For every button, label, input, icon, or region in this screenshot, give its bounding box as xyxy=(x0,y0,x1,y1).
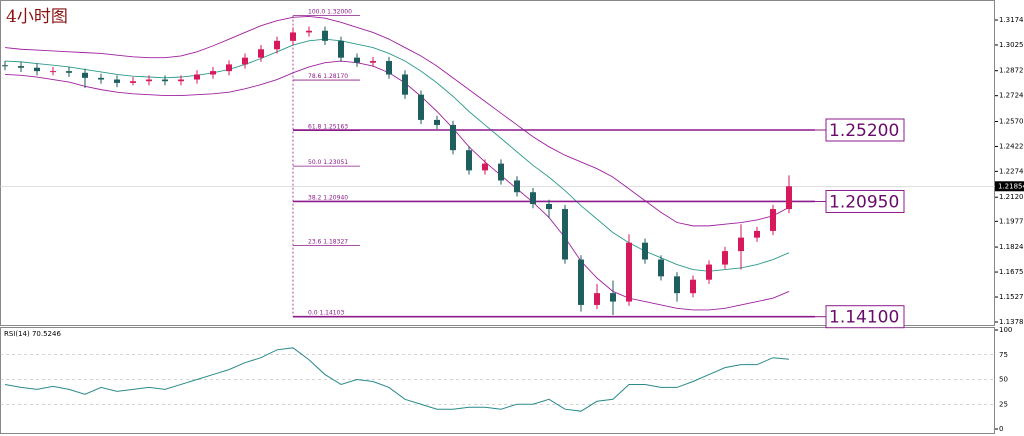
candle-body xyxy=(338,40,344,58)
level-label: 1.20950 xyxy=(829,192,899,212)
candle-body xyxy=(178,79,184,82)
candle-body xyxy=(690,279,696,294)
candle-body xyxy=(562,209,568,260)
candle-body xyxy=(514,180,520,193)
candle-body xyxy=(258,49,264,58)
y-tick-label: 1.18240 xyxy=(999,243,1024,251)
y-tick-label: 1.15270 xyxy=(999,293,1024,301)
y-tick-label: 1.19770 xyxy=(999,217,1024,225)
candle-body xyxy=(642,242,648,260)
candle-body xyxy=(114,79,120,83)
candle-body xyxy=(370,61,376,63)
fib-label: 0.0 1.14103 xyxy=(308,310,344,317)
candle-body xyxy=(322,30,328,41)
candle-body xyxy=(82,72,88,78)
candle-body xyxy=(386,61,392,75)
y-tick-label: 1.24220 xyxy=(999,142,1024,150)
rsi-frame xyxy=(0,327,995,434)
candle-body xyxy=(162,79,168,82)
candle-body xyxy=(242,57,248,65)
y-tick-label: 1.30255 xyxy=(999,41,1024,49)
candle-body xyxy=(482,163,488,171)
candle-body xyxy=(2,65,8,67)
fib-label: 100.0 1.32000 xyxy=(308,9,352,16)
y-tick-label: 1.28725 xyxy=(999,67,1024,75)
y-tick-label: 1.25705 xyxy=(999,118,1024,126)
y-tick-label: 25 xyxy=(999,400,1008,408)
fib-label: 50.0 1.23051 xyxy=(308,159,348,166)
band-line xyxy=(4,60,790,311)
candle-body xyxy=(434,119,440,125)
level-box xyxy=(825,118,905,142)
candle-body xyxy=(34,67,40,72)
candle-body xyxy=(674,276,680,294)
band-line xyxy=(4,16,790,227)
y-tick-label: 1.27240 xyxy=(999,92,1024,100)
candle-body xyxy=(50,71,56,73)
candle-body xyxy=(786,186,792,210)
candle-body xyxy=(226,64,232,72)
fib-label: 38.2 1.20940 xyxy=(308,195,348,202)
level-box xyxy=(825,189,905,213)
candle-body xyxy=(578,259,584,305)
candle-body xyxy=(722,251,728,265)
fib-label: 61.8 1.25163 xyxy=(308,124,348,131)
candle-body xyxy=(658,259,664,277)
candle-body xyxy=(450,124,456,151)
y-tick-label: 1.21205 xyxy=(999,193,1024,201)
candle-body xyxy=(290,32,296,41)
y-tick-label: 1.13785 xyxy=(999,318,1024,326)
candle-body xyxy=(706,264,712,280)
level-box xyxy=(825,305,905,329)
fib-label: 23.6 1.18327 xyxy=(308,239,348,246)
y-tick-label: 50 xyxy=(999,376,1008,384)
candle-body xyxy=(466,150,472,171)
y-tick-label: 1.16755 xyxy=(999,268,1024,276)
candle-body xyxy=(210,71,216,75)
band-line xyxy=(4,38,790,272)
fib-label: 78.6 1.28170 xyxy=(308,73,348,80)
chart-title: 4小时图 xyxy=(6,7,68,27)
candle-body xyxy=(98,77,104,80)
level-label: 1.25200 xyxy=(829,121,899,141)
candle-body xyxy=(18,66,24,68)
candle-body xyxy=(418,94,424,120)
candle-body xyxy=(66,71,72,73)
candle-body xyxy=(306,30,312,33)
candle-body xyxy=(754,230,760,238)
candle-body xyxy=(146,79,152,82)
current-price-label: 1.21854 xyxy=(998,182,1024,190)
y-tick-label: 1.22740 xyxy=(999,167,1024,175)
level-label: 1.14100 xyxy=(829,308,899,328)
candle-body xyxy=(738,237,744,252)
candle-body xyxy=(354,57,360,63)
candle-body xyxy=(626,242,632,302)
candle-body xyxy=(498,163,504,181)
candle-body xyxy=(770,209,776,231)
y-tick-label: 0 xyxy=(999,425,1003,433)
rsi-title: RSI(14) 70.5246 xyxy=(4,330,61,338)
candle-body xyxy=(546,204,552,210)
rsi-line xyxy=(4,347,790,412)
candle-body xyxy=(594,293,600,305)
candle-body xyxy=(194,74,200,80)
candle-body xyxy=(610,293,616,302)
main-frame xyxy=(0,0,995,326)
y-tick-label: 1.31740 xyxy=(999,16,1024,24)
y-tick-label: 75 xyxy=(999,351,1008,359)
y-tick-label: 100 xyxy=(999,326,1012,334)
candle-body xyxy=(274,40,280,50)
candle-body xyxy=(402,74,408,95)
candle-body xyxy=(530,192,536,205)
candle-body xyxy=(130,81,136,83)
current-price-box xyxy=(995,181,1024,192)
